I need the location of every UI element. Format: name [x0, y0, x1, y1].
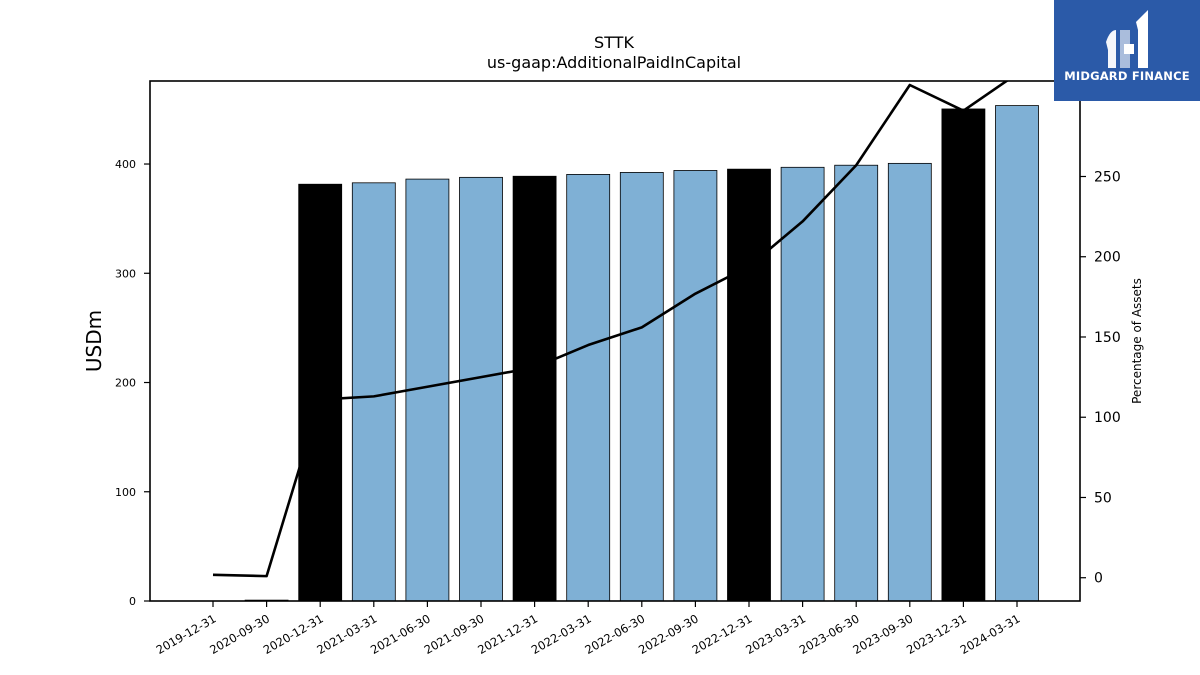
x-tick-label: 2021-03-31 [314, 611, 379, 657]
y2-axis-label: Percentage of Assets [1130, 278, 1144, 404]
x-tick-label: 2022-03-31 [529, 611, 594, 657]
x-tick-label: 2022-06-30 [582, 611, 647, 657]
x-tick-label: 2024-03-31 [958, 611, 1023, 657]
bar-2022-06-30 [619, 172, 664, 602]
bar-2023-06-30 [834, 164, 879, 602]
x-tick-label: 2021-12-31 [475, 611, 540, 657]
chart-subtitle: us-gaap:AdditionalPaidInCapital [487, 53, 741, 72]
percentage-line [212, 81, 1009, 578]
logo-icon [1106, 10, 1148, 68]
bar-2022-12-31 [727, 168, 771, 602]
x-tick-label: 2023-06-30 [797, 611, 862, 657]
y2-tick-label: 150 [1094, 330, 1121, 346]
bar-group [244, 105, 1039, 602]
y2-tick-label: 200 [1094, 250, 1121, 266]
x-tick-label: 2021-06-30 [368, 611, 433, 657]
plot-frame [149, 80, 1081, 602]
brand-logo: MIDGARD FINANCE [1054, 0, 1200, 101]
y-tick-label: 0 [129, 595, 136, 608]
bar-2023-12-31 [941, 108, 986, 602]
bar-2022-03-31 [566, 174, 611, 602]
bar-2021-03-31 [351, 182, 396, 602]
y2-tick-label: 50 [1094, 490, 1112, 506]
x-tick-label: 2019-12-31 [154, 611, 219, 657]
chart-title: STTK [594, 33, 634, 52]
y2-tick-label: 250 [1094, 169, 1121, 185]
x-tick-label: 2023-12-31 [904, 611, 969, 657]
x-tick-label: 2022-12-31 [690, 611, 755, 657]
bar-2022-09-30 [673, 170, 718, 602]
x-tick-label: 2022-09-30 [636, 611, 701, 657]
x-tick-label: 2021-09-30 [422, 611, 487, 657]
y-tick-label: 100 [115, 486, 136, 499]
x-tick-label: 2020-09-30 [207, 611, 272, 657]
bar-2021-09-30 [459, 176, 503, 602]
x-tick-label: 2023-03-31 [743, 611, 808, 657]
brand-name: MIDGARD FINANCE [1064, 69, 1190, 83]
y-tick-label: 200 [115, 377, 136, 390]
bar-2020-12-31 [298, 183, 343, 602]
bar-2023-09-30 [887, 162, 932, 602]
bar-2024-03-31 [995, 105, 1039, 602]
bar-2021-12-31 [512, 175, 557, 602]
y2-tick-label: 100 [1094, 410, 1121, 426]
line-group [212, 81, 1009, 578]
y2-tick-label: 0 [1094, 571, 1103, 587]
y-tick-label: 300 [115, 267, 136, 280]
y-tick-label: 400 [115, 158, 136, 171]
y-axis-label: USDm [82, 310, 106, 372]
x-tick-label: 2023-09-30 [850, 611, 915, 657]
x-tick-label: 2020-12-31 [261, 611, 326, 657]
